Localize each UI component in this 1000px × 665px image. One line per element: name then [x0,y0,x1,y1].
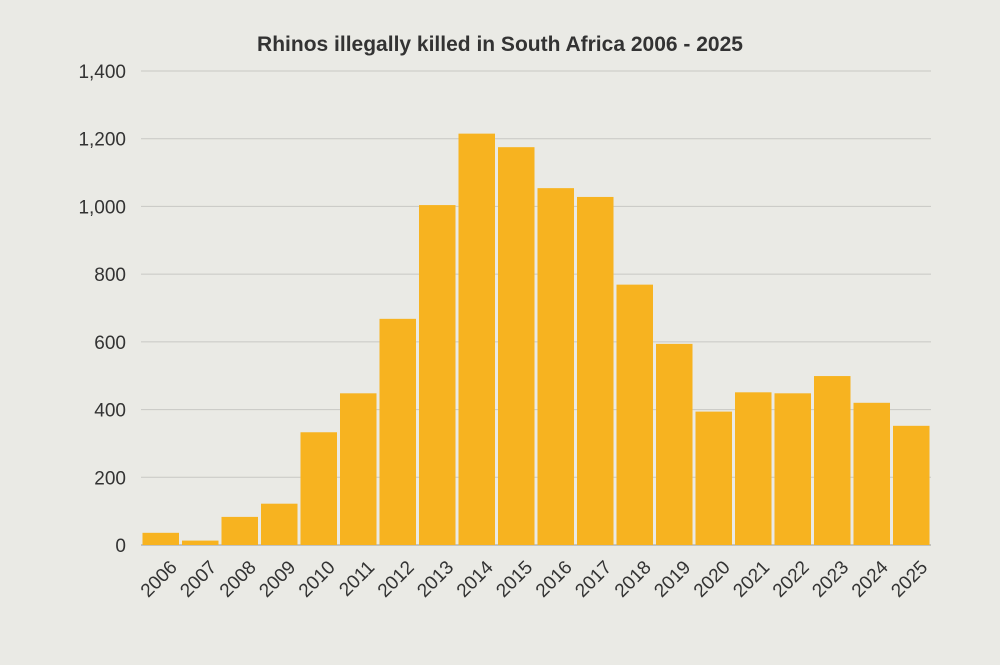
y-tick-label: 1,000 [78,197,126,218]
bar-2013 [419,205,456,545]
x-tick-label: 2019 [650,557,695,602]
bar-2016 [537,188,574,545]
bar-2010 [300,432,337,545]
y-tick-label: 800 [94,265,126,286]
y-tick-label: 200 [94,468,126,489]
x-tick-label: 2020 [690,557,735,602]
y-tick-label: 1,400 [78,62,126,83]
bar-2021 [735,392,772,545]
bar-2011 [340,393,377,545]
x-tick-label: 2014 [453,557,498,602]
x-tick-label: 2021 [729,557,774,602]
bar-2014 [458,133,495,545]
bar-2023 [814,376,851,545]
bar-2015 [498,147,535,545]
bar-2018 [616,284,653,545]
bar-2017 [577,196,614,545]
x-tick-label: 2006 [137,557,182,602]
bar-2024 [853,402,890,545]
bar-2022 [774,393,811,545]
x-tick-label: 2013 [413,557,458,602]
x-tick-label: 2023 [808,557,853,602]
x-tick-label: 2025 [887,557,932,602]
y-tick-label: 1,200 [78,130,126,151]
chart-title: Rhinos illegally killed in South Africa … [257,33,743,56]
x-tick-label: 2010 [295,557,340,602]
x-tick-label: 2007 [176,557,221,602]
bar-2020 [695,411,732,545]
x-tick-label: 2011 [335,557,379,601]
x-tick-label: 2016 [532,557,577,602]
bar-2012 [379,318,416,545]
bar-2007 [182,540,219,545]
bar-2008 [221,516,258,545]
bar-2025 [893,425,930,545]
x-tick-label: 2012 [374,557,419,602]
bar-2006 [142,532,179,545]
y-tick-label: 400 [94,401,126,422]
y-tick-label: 600 [94,333,126,354]
bar-2019 [656,343,693,545]
x-tick-label: 2024 [848,557,893,602]
x-tick-label: 2015 [492,557,537,602]
x-tick-label: 2009 [255,557,300,602]
x-tick-label: 2018 [611,557,656,602]
y-tick-label: 0 [115,536,126,557]
x-tick-label: 2008 [216,557,261,602]
bar-2009 [261,503,298,545]
x-tick-label: 2017 [571,557,616,602]
x-tick-label: 2022 [769,557,814,602]
